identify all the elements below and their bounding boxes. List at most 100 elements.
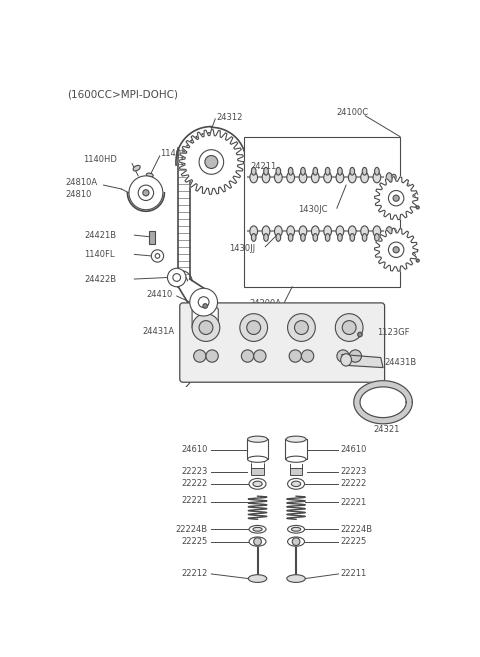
Text: (1600CC>MPI-DOHC): (1600CC>MPI-DOHC) (67, 89, 179, 100)
Circle shape (193, 350, 206, 362)
Ellipse shape (312, 226, 319, 237)
Bar (285, 439, 307, 459)
Ellipse shape (248, 436, 267, 442)
Ellipse shape (337, 234, 342, 241)
Polygon shape (374, 177, 418, 219)
Text: 22224B: 22224B (340, 525, 372, 533)
Ellipse shape (291, 481, 300, 487)
Ellipse shape (286, 436, 306, 442)
Ellipse shape (299, 172, 307, 183)
Circle shape (336, 313, 363, 342)
Ellipse shape (288, 168, 293, 175)
Ellipse shape (286, 456, 306, 463)
Text: 24410: 24410 (146, 290, 172, 299)
Ellipse shape (252, 234, 256, 241)
Ellipse shape (287, 172, 295, 183)
Text: 22212: 22212 (181, 570, 207, 578)
Ellipse shape (253, 481, 262, 487)
Text: 24610: 24610 (340, 445, 366, 455)
Text: 22225: 22225 (181, 537, 207, 546)
Circle shape (247, 321, 261, 334)
Ellipse shape (386, 227, 392, 236)
Circle shape (240, 313, 267, 342)
Text: 22222: 22222 (181, 480, 207, 488)
Text: 1140FL: 1140FL (84, 250, 115, 259)
Circle shape (143, 190, 149, 196)
Ellipse shape (392, 174, 396, 181)
Circle shape (254, 538, 262, 545)
Bar (149, 231, 155, 244)
Bar (290, 468, 302, 476)
Ellipse shape (133, 166, 140, 171)
Bar (252, 468, 264, 476)
Ellipse shape (249, 526, 266, 533)
Ellipse shape (287, 575, 305, 582)
Polygon shape (354, 380, 412, 424)
Ellipse shape (348, 172, 356, 183)
Text: 24431B: 24431B (384, 357, 417, 367)
Text: 24211: 24211 (251, 162, 277, 171)
Text: 22223: 22223 (340, 467, 366, 476)
Ellipse shape (348, 226, 356, 237)
Text: 22225: 22225 (340, 537, 366, 546)
Ellipse shape (262, 226, 270, 237)
Circle shape (129, 176, 163, 210)
Ellipse shape (361, 172, 369, 183)
Text: 24323: 24323 (390, 250, 417, 259)
Ellipse shape (248, 456, 267, 463)
FancyBboxPatch shape (180, 303, 384, 382)
Ellipse shape (262, 172, 270, 183)
Circle shape (288, 313, 315, 342)
Circle shape (289, 350, 301, 362)
Text: 1140HU: 1140HU (160, 149, 194, 158)
Text: 24321: 24321 (373, 424, 399, 434)
Ellipse shape (275, 226, 282, 237)
Polygon shape (179, 129, 244, 194)
Circle shape (388, 242, 404, 258)
Ellipse shape (250, 172, 258, 183)
Circle shape (358, 332, 362, 337)
Ellipse shape (253, 528, 262, 532)
Bar (244, 137, 400, 286)
Ellipse shape (386, 173, 392, 182)
Ellipse shape (392, 228, 396, 235)
Circle shape (155, 254, 160, 258)
Circle shape (416, 206, 419, 209)
Circle shape (173, 274, 180, 281)
Text: 1430JJ: 1430JJ (229, 244, 255, 253)
Text: 22224B: 22224B (175, 525, 207, 533)
Ellipse shape (313, 168, 318, 175)
Circle shape (205, 156, 218, 168)
Ellipse shape (312, 172, 319, 183)
Ellipse shape (350, 234, 355, 241)
Text: 24421B: 24421B (84, 231, 117, 240)
Text: 24422B: 24422B (84, 275, 117, 284)
Circle shape (388, 191, 404, 206)
Ellipse shape (249, 478, 266, 489)
Text: REF.20-221: REF.20-221 (144, 388, 197, 397)
Bar (247, 439, 268, 459)
Ellipse shape (250, 226, 258, 237)
Text: 1140HD: 1140HD (83, 155, 117, 164)
Circle shape (151, 250, 164, 262)
Ellipse shape (373, 172, 381, 183)
Polygon shape (374, 228, 418, 271)
Ellipse shape (288, 478, 304, 489)
Circle shape (203, 304, 207, 308)
Circle shape (342, 321, 356, 334)
Ellipse shape (325, 234, 330, 241)
Ellipse shape (288, 234, 293, 241)
Ellipse shape (336, 172, 344, 183)
Circle shape (168, 268, 186, 286)
Text: 22221: 22221 (181, 496, 207, 505)
Circle shape (337, 350, 349, 362)
Text: 22223: 22223 (181, 467, 207, 476)
Ellipse shape (264, 234, 268, 241)
Bar (142, 387, 204, 397)
Ellipse shape (264, 168, 268, 175)
Circle shape (301, 350, 314, 362)
Ellipse shape (288, 526, 304, 533)
Ellipse shape (299, 226, 307, 237)
Text: 1430JC: 1430JC (299, 205, 328, 214)
Ellipse shape (324, 172, 332, 183)
